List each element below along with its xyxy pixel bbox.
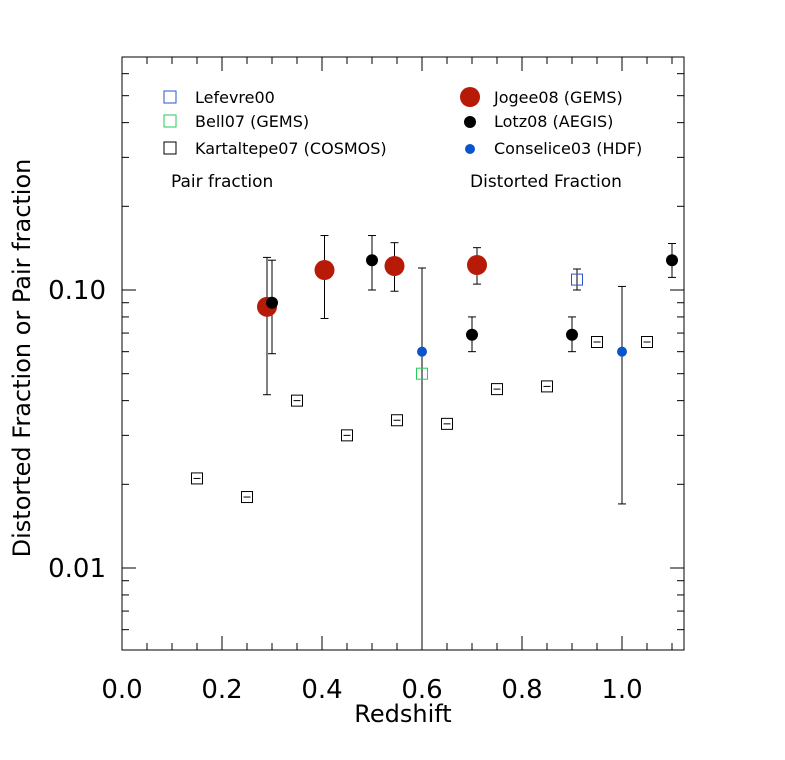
data-point xyxy=(571,273,583,286)
data-point xyxy=(266,296,278,309)
data-point xyxy=(491,383,503,396)
y-tick-label: 0.10 xyxy=(48,276,106,306)
data-point xyxy=(666,254,678,267)
legend-marker xyxy=(163,90,177,104)
x-tick-label: 0.6 xyxy=(401,675,442,705)
legend-marker xyxy=(460,87,480,107)
data-point xyxy=(416,367,428,380)
error-bars xyxy=(263,235,676,650)
legend-label: Conselice03 (HDF) xyxy=(494,139,642,158)
data-point xyxy=(541,380,553,393)
data-point xyxy=(366,254,378,267)
data-point xyxy=(617,346,627,357)
legend: Lefevre00 Bell07 (GEMS) Kartaltepe07 (COSM… xyxy=(163,87,642,192)
legend-marker xyxy=(465,144,475,154)
data-point xyxy=(391,414,403,427)
data-point xyxy=(467,255,487,276)
data-point xyxy=(314,260,335,281)
data-point xyxy=(441,417,453,430)
x-tick-label: 0.4 xyxy=(301,675,342,705)
legend-label: Kartaltepe07 (COSMOS) xyxy=(195,139,387,158)
legend-label: Lotz08 (AEGIS) xyxy=(494,112,613,131)
x-tick-label: 0.2 xyxy=(201,675,242,705)
legend-marker xyxy=(163,141,177,155)
data-point xyxy=(341,429,353,442)
data-point xyxy=(417,346,427,357)
data-point xyxy=(191,472,203,485)
data-points xyxy=(191,254,678,504)
data-point xyxy=(291,394,303,407)
data-point xyxy=(641,336,653,349)
y-axis-title: Distorted Fraction or Pair fraction xyxy=(8,159,36,558)
tick-labels: 0.0 0.2 0.4 0.6 0.8 1.0 0.01 0.10 xyxy=(48,276,643,705)
data-point xyxy=(241,491,253,504)
legend-header-left: Pair fraction xyxy=(171,172,273,192)
data-point xyxy=(384,255,405,276)
data-point xyxy=(591,336,603,349)
x-tick-label: 0.8 xyxy=(501,675,542,705)
data-point xyxy=(566,328,578,341)
legend-label: Bell07 (GEMS) xyxy=(195,112,309,131)
axis-ticks xyxy=(121,57,684,650)
x-tick-label: 0.0 xyxy=(101,675,142,705)
x-tick-label: 1.0 xyxy=(601,675,642,705)
data-point xyxy=(466,328,478,341)
legend-header-right: Distorted Fraction xyxy=(470,172,622,192)
legend-marker xyxy=(464,116,476,128)
legend-label: Jogee08 (GEMS) xyxy=(493,88,623,107)
legend-marker xyxy=(163,114,177,128)
x-axis-title: Redshift xyxy=(354,700,451,728)
y-tick-label: 0.01 xyxy=(48,554,106,584)
legend-label: Lefevre00 xyxy=(195,88,275,107)
plot-frame xyxy=(121,56,685,651)
